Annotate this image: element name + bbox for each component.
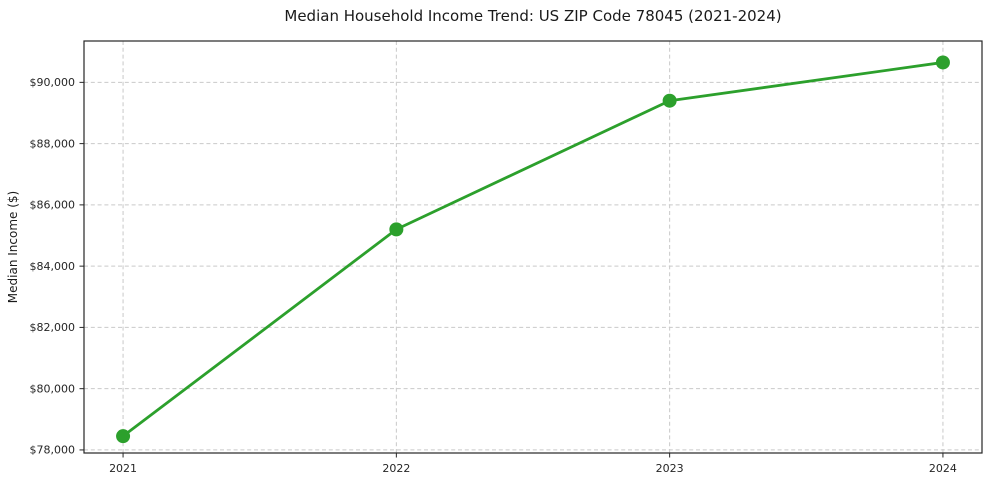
y-tick-label: $84,000 bbox=[30, 260, 76, 273]
y-tick-label: $82,000 bbox=[30, 321, 76, 334]
income-trend-line bbox=[121, 61, 945, 438]
y-tick-label: $80,000 bbox=[30, 382, 76, 395]
x-tick-label: 2021 bbox=[109, 462, 137, 475]
x-tick-label: 2023 bbox=[656, 462, 684, 475]
data-point-2023 bbox=[662, 93, 677, 108]
plot-border bbox=[83, 40, 983, 454]
y-tick-label: $90,000 bbox=[30, 76, 76, 89]
data-point-2021 bbox=[116, 429, 131, 444]
y-tick-label: $78,000 bbox=[30, 444, 76, 457]
x-tick-label: 2024 bbox=[929, 462, 957, 475]
x-tick-label: 2022 bbox=[382, 462, 410, 475]
y-tick-label: $86,000 bbox=[30, 199, 76, 212]
y-tick-label: $88,000 bbox=[30, 137, 76, 150]
data-point-2024 bbox=[935, 55, 950, 70]
data-point-2022 bbox=[389, 222, 404, 237]
chart-title: Median Household Income Trend: US ZIP Co… bbox=[284, 7, 782, 25]
